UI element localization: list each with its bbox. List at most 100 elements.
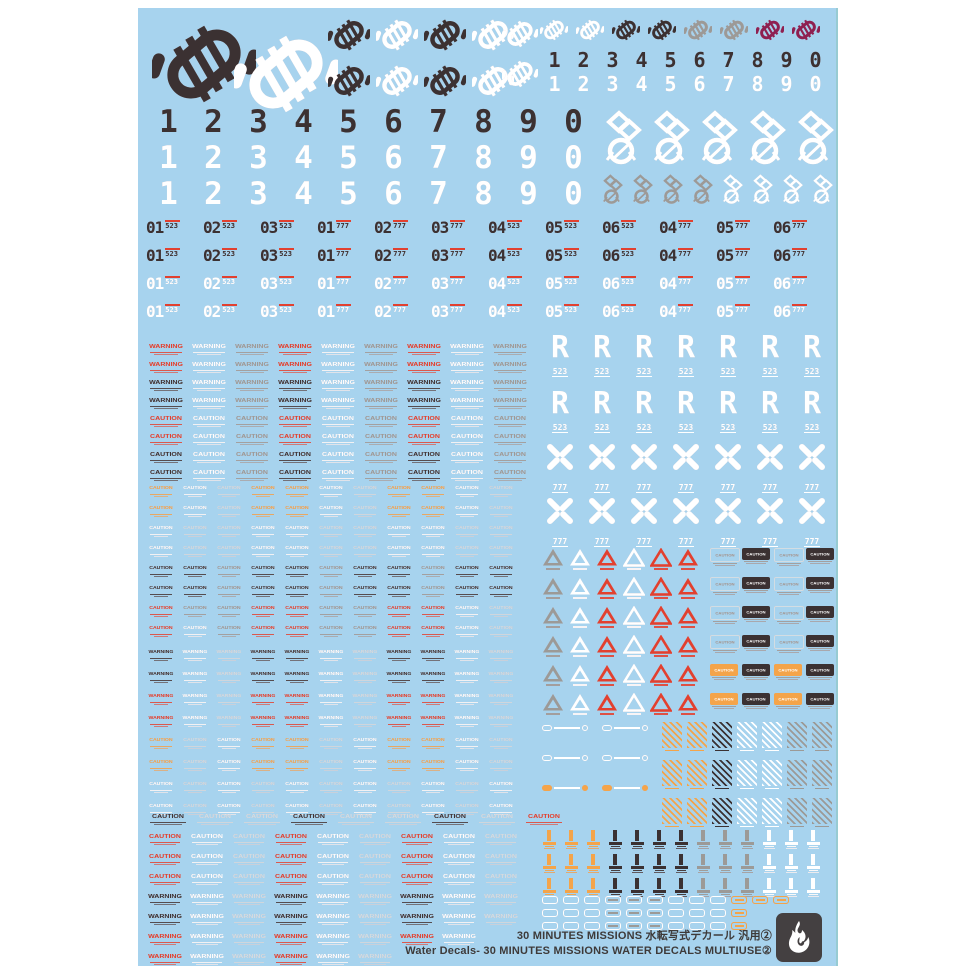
label-text: CAUTION <box>715 582 735 586</box>
crest-emblem-small <box>660 174 684 211</box>
caution-decal: CAUTION <box>282 760 312 771</box>
triangle-warning-decal <box>596 577 618 599</box>
warning-decal: WARNING <box>232 398 272 409</box>
callsign-number: 02 <box>203 274 221 293</box>
label-text: WARNING <box>400 914 434 920</box>
caution-decal: CAUTION <box>282 506 312 517</box>
caution-decal: CAUTION <box>287 814 331 825</box>
crest-emblem-icon <box>605 110 642 165</box>
label-text: CAUTION <box>387 804 411 809</box>
label-text: CAUTION <box>779 640 799 644</box>
warning-decal: WARNING <box>282 672 312 683</box>
label-text: CAUTION <box>217 546 241 551</box>
callsign-decal: 01 523 <box>146 276 181 292</box>
triangle-warning-decal <box>542 635 564 657</box>
arrow-decal <box>608 854 622 873</box>
hatch-decal <box>787 798 807 827</box>
caution-decal: CAUTION <box>180 606 210 617</box>
label-text: CAUTION <box>489 738 513 743</box>
warning-decal: WARNING <box>350 672 380 683</box>
label-text: WARNING <box>488 650 514 655</box>
x-marker-icon <box>715 498 741 524</box>
x-marker-decal: 777 <box>794 496 830 549</box>
caution-decal: CAUTION <box>350 526 380 537</box>
warning-decal: WARNING <box>282 716 312 727</box>
hazard-emblem-medium <box>470 14 516 61</box>
hazard-emblem-icon <box>374 65 420 97</box>
label-text: CAUTION <box>489 626 513 631</box>
callsign-number: 03 <box>260 302 278 321</box>
label-text: WARNING <box>454 650 480 655</box>
digit: 1 <box>548 48 561 72</box>
callsign-sub: 523 <box>165 304 181 314</box>
arrow-decal <box>806 830 820 849</box>
warning-decal: WARNING <box>452 650 482 661</box>
callsign-sub: 777 <box>336 220 352 230</box>
caution-box-decal: CAUTION <box>806 606 834 622</box>
label-text: CAUTION <box>251 526 275 531</box>
hazard-emblem-small <box>790 16 822 49</box>
callsign-sub: 777 <box>792 220 808 230</box>
crest-emblem-icon <box>723 174 743 204</box>
warning-decal: WARNING <box>272 934 310 945</box>
label-text: CAUTION <box>408 470 440 476</box>
mini-box-decal <box>584 909 600 917</box>
hazard-emblem-small <box>646 16 678 49</box>
warning-decal: WARNING <box>350 650 380 661</box>
caution-decal: CAUTION <box>447 470 487 481</box>
warning-decal: WARNING <box>418 716 448 727</box>
digit: 5 <box>664 72 677 96</box>
caution-decal: CAUTION <box>318 416 358 427</box>
triangle-icon <box>678 636 698 653</box>
label-text: CAUTION <box>149 804 173 809</box>
digit: 1 <box>548 72 561 96</box>
crest-emblem-large <box>648 110 692 173</box>
label-text: CAUTION <box>285 526 309 531</box>
warning-decal: WARNING <box>398 934 436 945</box>
warning-decal: WARNING <box>350 716 380 727</box>
label-text: WARNING <box>232 934 266 940</box>
label-text: WARNING <box>450 362 484 368</box>
caution-decal: CAUTION <box>418 546 448 557</box>
mini-box-decal <box>710 922 726 930</box>
callsign-decal: 06 777 <box>773 220 808 236</box>
caution-decal: CAUTION <box>189 434 229 445</box>
caution-decal: CAUTION <box>180 626 210 637</box>
digit: 9 <box>519 140 538 176</box>
mini-box-decal <box>584 922 600 930</box>
callsign-decal: 02 523 <box>203 304 238 320</box>
callsign-decal: 01 777 <box>317 248 352 264</box>
crest-emblem-icon <box>701 110 738 165</box>
label-text: CAUTION <box>489 526 513 531</box>
caution-decal: CAUTION <box>282 782 312 793</box>
mini-box-decal <box>668 909 684 917</box>
warning-decal: WARNING <box>214 694 244 705</box>
triangle-warning-decal <box>677 635 699 657</box>
callsign-number: 06 <box>773 246 791 265</box>
callsign-number: 04 <box>488 246 506 265</box>
label-text: WARNING <box>232 894 266 900</box>
label-text: CAUTION <box>279 470 311 476</box>
arrow-decal <box>762 854 776 873</box>
triangle-icon <box>650 548 672 567</box>
label-text: CAUTION <box>455 526 479 531</box>
label-text: CAUTION <box>285 566 309 571</box>
mini-box-decal <box>605 922 621 930</box>
triangle-warning-decal <box>650 577 672 599</box>
triangle-warning-decal <box>623 635 645 657</box>
arrow-decal <box>674 878 688 897</box>
warning-decal: WARNING <box>146 914 184 925</box>
warning-decal: WARNING <box>189 380 229 391</box>
warning-decal: WARNING <box>398 914 436 925</box>
label-text: CAUTION <box>149 546 173 551</box>
caution-decal: CAUTION <box>490 470 530 481</box>
x-marker-decal: 777 <box>752 496 788 549</box>
label-text: CAUTION <box>149 526 173 531</box>
callsign-decal: 03 777 <box>431 248 466 264</box>
callsign-number: 04 <box>659 218 677 237</box>
triangle-warning-decal <box>623 664 645 686</box>
callsign-number: 05 <box>716 218 734 237</box>
warning-decal: WARNING <box>275 398 315 409</box>
warning-decal: WARNING <box>188 894 226 905</box>
